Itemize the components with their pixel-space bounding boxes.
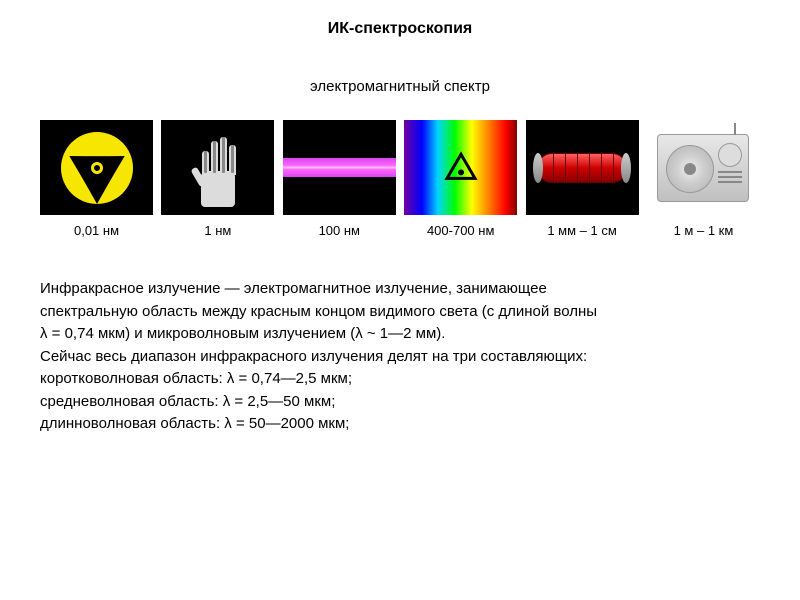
xray-hand-icon: [193, 129, 243, 207]
uv-gradient: [283, 120, 396, 215]
ir-cylinder-icon: [537, 153, 627, 183]
spectrum-labels: 0,01 нм 1 нм 100 нм 400-700 нм 1 мм – 1 …: [40, 223, 760, 238]
spectrum-gamma: [40, 120, 153, 215]
prism-icon: [443, 150, 479, 182]
spectrum-infrared: [526, 120, 639, 215]
label-visible: 400-700 нм: [404, 223, 517, 238]
radio-icon: [657, 134, 749, 202]
body-line: длинноволновая область: λ = 50—2000 мкм;: [40, 413, 760, 436]
body-line: Сейчас весь диапазон инфракрасного излуч…: [40, 346, 760, 369]
spectrum-row: [40, 120, 760, 215]
body-line: λ = 0,74 мкм) и микроволновым излучением…: [40, 323, 760, 346]
body-line: коротковолновая область: λ = 0,74—2,5 мк…: [40, 368, 760, 391]
body-text: Инфракрасное излучение — электромагнитно…: [40, 278, 760, 436]
page-title: ИК-спектроскопия: [40, 20, 760, 38]
subtitle: электромагнитный спектр: [40, 78, 760, 95]
spectrum-xray: [161, 120, 274, 215]
label-ir: 1 мм – 1 см: [526, 223, 639, 238]
spectrum-radio: [647, 120, 760, 215]
spectrum-uv: [283, 120, 396, 215]
label-gamma: 0,01 нм: [40, 223, 153, 238]
body-line: спектральную область между красным концо…: [40, 301, 760, 324]
body-line: средневолновая область: λ = 2,5—50 мкм;: [40, 391, 760, 414]
body-line: Инфракрасное излучение — электромагнитно…: [40, 278, 760, 301]
radiation-icon: [61, 132, 133, 204]
label-uv: 100 нм: [283, 223, 396, 238]
label-radio: 1 м – 1 км: [647, 223, 760, 238]
visible-gradient: [404, 120, 517, 215]
spectrum-visible: [404, 120, 517, 215]
label-xray: 1 нм: [161, 223, 274, 238]
